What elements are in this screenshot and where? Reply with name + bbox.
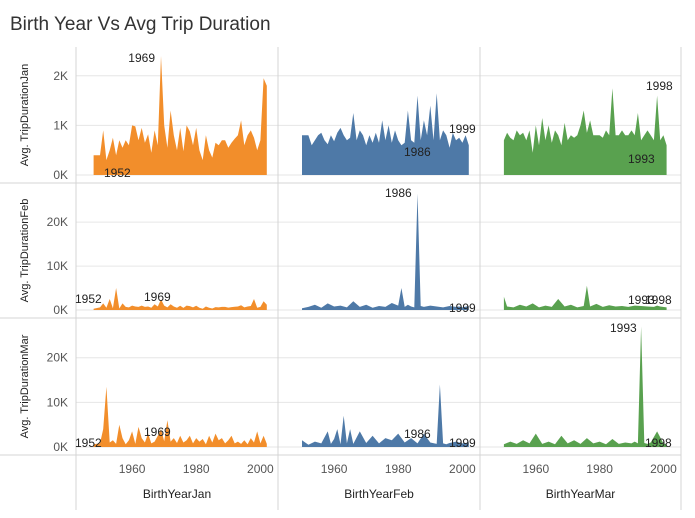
- area-series-mar: [503, 88, 667, 175]
- y-tick-label: 20K: [47, 351, 68, 365]
- x-tick-label: 1960: [522, 462, 549, 476]
- data-label: 1999: [449, 122, 476, 136]
- area-series-jan: [93, 386, 267, 447]
- x-axis-title: BirthYearMar: [546, 487, 616, 501]
- area-series-mar: [503, 326, 667, 447]
- data-label: 1998: [645, 436, 672, 450]
- x-axis-title: BirthYearJan: [143, 487, 211, 501]
- data-label: 1986: [385, 186, 412, 200]
- data-label: 1999: [449, 436, 476, 450]
- area-series-feb: [302, 384, 469, 447]
- data-label: 1998: [645, 293, 672, 307]
- data-label: 1952: [75, 292, 102, 306]
- data-label: 1993: [610, 321, 637, 335]
- y-tick-label: 0K: [53, 303, 68, 317]
- x-tick-label: 2000: [449, 462, 476, 476]
- area-series-mar: [503, 285, 667, 310]
- data-label: 1998: [646, 79, 673, 93]
- x-tick-label: 1980: [586, 462, 613, 476]
- y-tick-label: 2K: [53, 69, 68, 83]
- y-axis-title: Avg. TripDurationJan: [19, 64, 31, 167]
- data-label: 1952: [104, 166, 131, 180]
- x-tick-label: 1980: [385, 462, 412, 476]
- data-label: 1952: [75, 436, 102, 450]
- y-tick-label: 0K: [53, 440, 68, 454]
- data-label: 1993: [628, 152, 655, 166]
- y-axis-title: Avg. TripDurationFeb: [19, 199, 31, 303]
- y-tick-label: 10K: [47, 259, 68, 273]
- x-tick-label: 1980: [183, 462, 210, 476]
- data-label: 1986: [404, 427, 431, 441]
- y-tick-label: 10K: [47, 395, 68, 409]
- data-label: 1969: [144, 290, 171, 304]
- x-tick-label: 2000: [247, 462, 274, 476]
- data-label: 1986: [404, 145, 431, 159]
- data-label: 1993: [628, 293, 655, 307]
- data-label: 1969: [128, 51, 155, 65]
- x-tick-label: 1960: [321, 462, 348, 476]
- y-tick-label: 20K: [47, 215, 68, 229]
- area-series-feb: [302, 193, 469, 310]
- data-label: 1999: [449, 301, 476, 315]
- area-series-jan: [93, 56, 267, 175]
- y-tick-label: 1K: [53, 118, 68, 132]
- x-tick-label: 2000: [650, 462, 677, 476]
- data-label: 1969: [144, 425, 171, 439]
- y-axis-title: Avg. TripDurationMar: [19, 334, 31, 438]
- chart-title: Birth Year Vs Avg Trip Duration: [10, 14, 271, 35]
- area-series-jan: [93, 288, 267, 310]
- x-axis-title: BirthYearFeb: [344, 487, 414, 501]
- y-tick-label: 0K: [53, 168, 68, 182]
- area-series-feb: [302, 93, 469, 175]
- x-tick-label: 1960: [119, 462, 146, 476]
